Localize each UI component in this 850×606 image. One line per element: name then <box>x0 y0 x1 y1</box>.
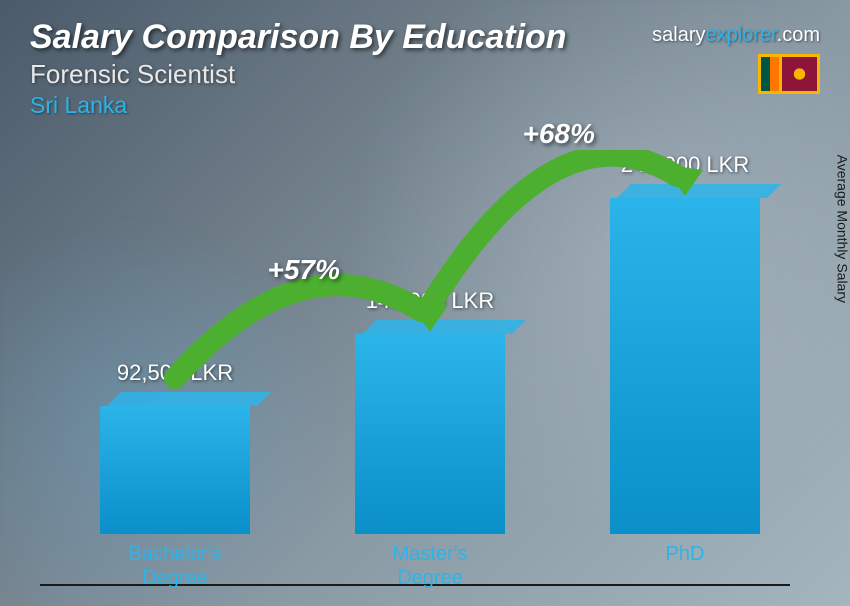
bar-chart: 92,500 LKRBachelor'sDegree 145,000 LKRMas… <box>40 150 790 586</box>
bar <box>610 184 760 534</box>
chart-country: Sri Lanka <box>30 92 820 119</box>
bar-value: 145,000 LKR <box>366 288 494 314</box>
bar-group: 92,500 LKRBachelor'sDegree <box>100 360 250 534</box>
brand-logo: salaryexplorer.com <box>652 24 820 47</box>
bar-value: 243,000 LKR <box>621 152 749 178</box>
bar-label: Master'sDegree <box>393 542 468 590</box>
bar-label: PhD <box>666 542 705 566</box>
brand-part3: .com <box>777 24 820 46</box>
chart-subtitle: Forensic Scientist <box>30 59 820 90</box>
bar-label: Bachelor'sDegree <box>129 542 222 590</box>
growth-percentage: +57% <box>268 254 340 286</box>
bar-group: 243,000 LKRPhD <box>610 152 760 534</box>
bar-group: 145,000 LKRMaster'sDegree <box>355 288 505 534</box>
country-flag-icon <box>758 54 820 94</box>
brand-part2: explorer <box>706 24 777 46</box>
bar-value: 92,500 LKR <box>117 360 233 386</box>
y-axis-label: Average Monthly Salary <box>834 155 850 303</box>
bar <box>100 392 250 534</box>
growth-percentage: +68% <box>523 118 595 150</box>
brand-part1: salary <box>652 24 705 46</box>
bar <box>355 320 505 534</box>
